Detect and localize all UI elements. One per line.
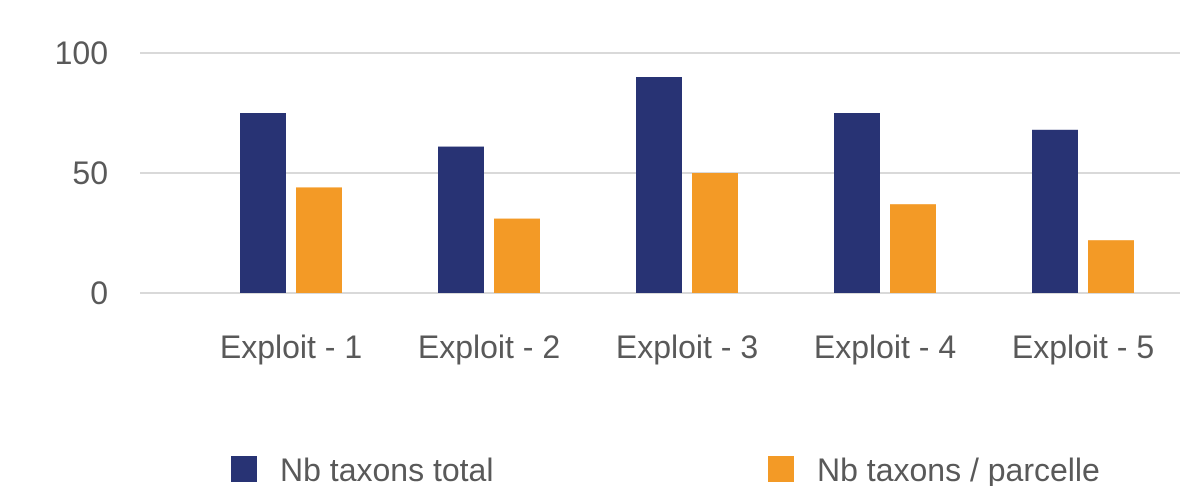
bars xyxy=(240,77,1134,293)
legend: Nb taxons total Nb taxons / parcelle xyxy=(231,452,1100,486)
bar-total xyxy=(438,146,484,293)
bar-total xyxy=(240,113,286,293)
legend-swatch xyxy=(231,456,257,482)
legend-label: Nb taxons total xyxy=(280,452,493,486)
legend-swatch xyxy=(768,456,794,482)
y-tick-label: 50 xyxy=(72,155,108,191)
bar-per-parcelle xyxy=(494,218,540,293)
x-category-label: Exploit - 3 xyxy=(616,329,758,365)
x-category-label: Exploit - 2 xyxy=(418,329,560,365)
bar-per-parcelle xyxy=(890,204,936,293)
legend-label: Nb taxons / parcelle xyxy=(817,452,1100,486)
bar-per-parcelle xyxy=(1088,240,1134,293)
bar-total xyxy=(636,77,682,293)
x-axis-category-labels: Exploit - 1 Exploit - 2 Exploit - 3 Exploit… xyxy=(220,329,1154,365)
x-category-label: Exploit - 1 xyxy=(220,329,362,365)
y-tick-label: 100 xyxy=(55,35,108,71)
bar-per-parcelle xyxy=(296,187,342,293)
bar-per-parcelle xyxy=(692,173,738,293)
y-axis-tick-labels: 0 50 100 xyxy=(55,35,108,311)
bar-total xyxy=(834,113,880,293)
x-category-label: Exploit - 5 xyxy=(1012,329,1154,365)
bar-total xyxy=(1032,129,1078,293)
x-category-label: Exploit - 4 xyxy=(814,329,956,365)
y-tick-label: 0 xyxy=(90,275,108,311)
